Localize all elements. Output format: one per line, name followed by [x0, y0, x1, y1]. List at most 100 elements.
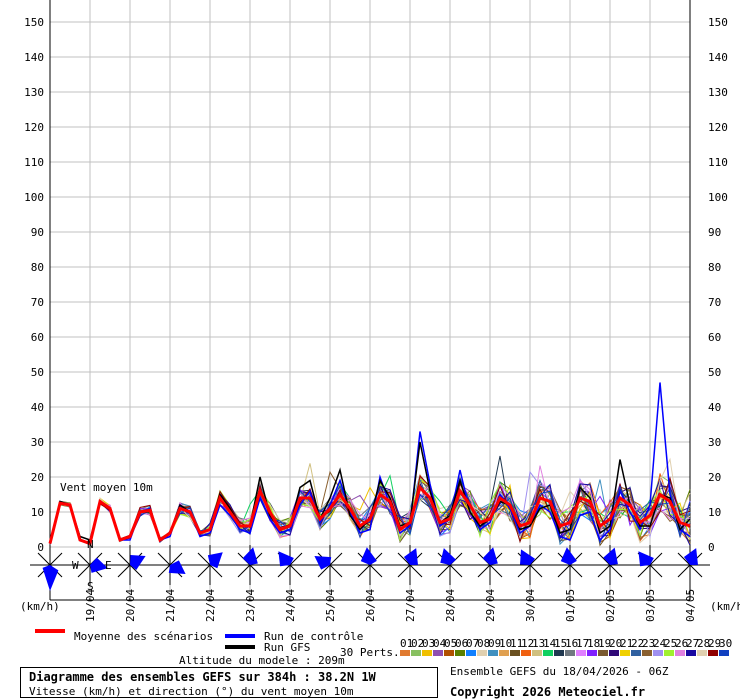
pert-number: 30: [719, 637, 732, 650]
rose-spoke: [157, 552, 171, 566]
rose-spoke: [489, 564, 503, 578]
x-tick-label: 30/04: [524, 589, 537, 622]
y-tick-label-left: 100: [24, 191, 44, 204]
pert-number: 10: [499, 637, 512, 650]
rose-spoke: [169, 552, 183, 566]
legend-mean-label: Moyenne des scénarios: [74, 630, 214, 643]
wind-rose: [590, 545, 630, 585]
pert-number: 20: [609, 637, 622, 650]
rose-spoke: [677, 552, 691, 566]
pert-number: 19: [598, 637, 611, 650]
rose-spoke: [77, 564, 91, 578]
pert-swatch: [576, 650, 586, 656]
wind-rose: [630, 545, 670, 585]
x-tick-label: 23/04: [244, 589, 257, 622]
pert-number: 23: [642, 637, 655, 650]
wind-rose: [190, 545, 230, 585]
rose-spoke: [157, 564, 171, 578]
y-tick-label-left: 0: [37, 541, 44, 554]
pert-swatch: [675, 650, 685, 656]
wind-rose: [310, 545, 350, 585]
rose-spoke: [477, 564, 491, 578]
title-box: Diagramme des ensembles GEFS sur 384h : …: [20, 667, 438, 698]
wind-rose: [550, 545, 590, 585]
y-tick-label-left: 10: [31, 506, 44, 519]
y-tick-label-right: 20: [708, 471, 721, 484]
wind-rose-direction-shape: [638, 551, 654, 567]
wind-rose-direction-shape: [440, 548, 457, 565]
rose-spoke: [637, 564, 651, 578]
y-tick-label-right: 60: [708, 331, 721, 344]
y-tick-label-right: 70: [708, 296, 721, 309]
compass-label-s: S: [87, 580, 94, 593]
y-tick-label-left: 60: [31, 331, 44, 344]
y-tick-label-left: 40: [31, 401, 44, 414]
pert-number: 27: [686, 637, 699, 650]
y-tick-label-right: 80: [708, 261, 721, 274]
run-info: Ensemble GEFS du 18/04/2026 - 06Z: [450, 665, 669, 678]
x-tick-label: 03/05: [644, 589, 657, 622]
rose-spoke: [529, 552, 543, 566]
pert-swatch: [488, 650, 498, 656]
wind-rose-direction-shape: [603, 547, 618, 565]
rose-spoke: [569, 564, 583, 578]
pert-number: 09: [488, 637, 501, 650]
legend-gfs-swatch: [225, 645, 255, 649]
pert-swatch: [697, 650, 707, 656]
x-tick-label: 27/04: [404, 589, 417, 622]
pert-swatch: [620, 650, 630, 656]
copyright: Copyright 2026 Meteociel.fr: [450, 685, 646, 699]
y-tick-label-left: 120: [24, 121, 44, 134]
x-tick-label: 21/04: [164, 589, 177, 622]
rose-spoke: [689, 564, 703, 578]
wind-rose: [30, 545, 70, 591]
rose-spoke: [277, 564, 291, 578]
y-tick-label-left: 140: [24, 51, 44, 64]
legend-control-label: Run de contrôle: [264, 630, 364, 643]
rose-spoke: [449, 564, 463, 578]
rose-spoke: [677, 564, 691, 578]
compass-label-w: W: [72, 559, 79, 572]
y-tick-label-right: 110: [708, 156, 728, 169]
y-tick-label-left: 30: [31, 436, 44, 449]
wind-rose: [230, 545, 270, 585]
pert-number: 21: [620, 637, 633, 650]
pert-number: 14: [543, 637, 557, 650]
y-tick-label-right: 150: [708, 16, 728, 29]
legend-gfs-label: Run GFS: [264, 641, 311, 654]
pert-swatch: [664, 650, 674, 656]
rose-spoke: [517, 564, 531, 578]
wind-rose: [350, 545, 390, 585]
pert-swatch: [719, 650, 729, 656]
x-tick-label: 01/05: [564, 589, 577, 622]
wind-rose: [430, 545, 470, 585]
wind-rose: [670, 545, 710, 585]
pert-number: 15: [554, 637, 567, 650]
rose-spoke: [197, 552, 211, 566]
mean-line: [48, 484, 691, 546]
y-tick-label-left: 50: [31, 366, 44, 379]
wind-rose-direction-shape: [42, 565, 59, 591]
pert-swatch: [422, 650, 432, 656]
wind-rose: [390, 545, 430, 585]
rose-spoke: [249, 564, 263, 578]
rose-spoke: [649, 564, 663, 578]
pert-number: 03: [422, 637, 435, 650]
rose-spoke: [409, 564, 423, 578]
wind-rose: [150, 545, 190, 585]
pert-number: 26: [675, 637, 688, 650]
wind-rose-direction-shape: [560, 547, 577, 565]
pert-swatch: [455, 650, 465, 656]
pert-swatch: [411, 650, 421, 656]
rose-spoke: [237, 564, 251, 578]
rose-spoke: [649, 552, 663, 566]
rose-spoke: [117, 552, 131, 566]
compass-label-e: E: [105, 559, 112, 572]
x-tick-label: 19/04: [84, 589, 97, 622]
pert-swatch: [609, 650, 619, 656]
rose-spoke: [557, 564, 571, 578]
x-tick-label: 02/05: [604, 589, 617, 622]
annotation-label: Vent moyen 10m: [60, 481, 153, 494]
